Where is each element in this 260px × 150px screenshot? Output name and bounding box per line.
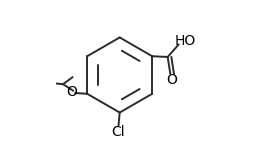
Text: O: O: [67, 85, 77, 99]
Text: O: O: [167, 73, 178, 87]
Text: HO: HO: [174, 34, 196, 48]
Text: Cl: Cl: [112, 125, 125, 139]
